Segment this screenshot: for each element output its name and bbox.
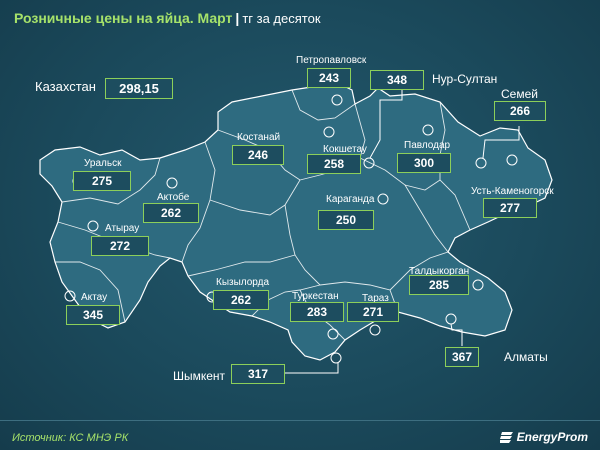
value-karaganda: 250 [318,210,374,230]
value-nursultan: 348 [370,70,424,90]
marker-taraz [369,324,381,336]
value-kyzylorda: 262 [213,290,269,310]
source-note: Источник: КС МНЭ РК [12,432,129,444]
label-petropavlovsk: Петропавловск [296,55,367,66]
border-taraz [319,281,399,313]
label-aktau: Актау [81,292,108,303]
value-shymkent: 317 [231,364,285,384]
brand-logo: EnergyProm [499,430,588,444]
value-taraz: 271 [347,302,399,322]
leader-lines [270,88,520,374]
label-turkestan: Туркестан [292,291,339,302]
marker-taldykorgan [472,279,484,291]
page-title: Розничные цены на яйца. Март | тг за десят… [14,10,321,26]
value-petropavlovsk: 243 [307,68,351,88]
border-aktobe-east [181,141,216,263]
leader-semey [482,126,520,159]
value-aktau: 345 [66,305,120,325]
label-aktobe: Актобе [157,192,190,203]
label-taldykorgan: Талдыкорган [409,266,470,277]
value-turkestan: 283 [290,302,344,322]
border-aktau [55,261,126,323]
title-separator: | [235,10,240,26]
label-atyrau: Атырау [105,223,140,234]
marker-pavlodar [422,124,434,136]
marker-semey [475,157,487,169]
title-unit: тг за десяток [242,11,321,26]
country-name: Казахстан [35,79,96,94]
marker-kokshetau [323,126,335,138]
marker-petropavlovsk [331,94,343,106]
marker-ustkamenogorsk [506,154,518,166]
marker-karaganda [377,193,389,205]
marker-aktau [64,290,76,302]
label-taraz: Тараз [362,293,389,304]
label-karaganda: Караганда [326,194,375,205]
label-pavlodar: Павлодар [404,140,451,151]
border-petro [291,89,356,121]
brand-name: EnergyProm [516,430,588,444]
border-kyzylorda [187,254,296,277]
country-value-box: 298,15 [105,78,173,99]
label-nursultan: Нур-Султан [432,72,498,86]
label-kokshetau: Кокшетау [323,144,367,155]
value-almaty: 367 [445,347,479,367]
label-ustkamenogorsk: Усть-Каменогорск [471,186,554,197]
leader-shymkent [270,363,339,374]
marker-turkestan [327,328,339,340]
value-semey: 266 [494,101,546,121]
marker-aktobe [166,177,178,189]
value-atyrau: 272 [91,236,149,256]
title-text: Розничные цены на яйца. Март [14,10,233,26]
value-aktobe: 262 [143,203,199,223]
value-kokshetau: 258 [307,154,361,174]
label-shymkent: Шымкент [173,369,226,383]
border-kostanay-south [209,179,301,216]
value-ustkamenogorsk: 277 [483,198,537,218]
footer-divider [0,420,600,421]
border-karaganda-east [404,184,449,253]
label-kostanay: Костанай [237,132,281,143]
label-semey: Семей [501,87,538,101]
value-taldykorgan: 285 [409,275,469,295]
border-almaty-west [389,251,449,291]
border-west [61,157,161,205]
value-pavlodar: 300 [397,153,451,173]
value-uralsk: 275 [73,171,131,191]
value-kostanay: 246 [232,145,284,165]
energyprom-logo-icon [499,432,513,443]
marker-shymkent [330,352,342,364]
label-almaty: Алматы [504,350,548,364]
label-uralsk: Уральск [84,158,122,169]
marker-nursultan [363,157,375,169]
label-kyzylorda: Кызылорда [216,277,270,288]
marker-atyrau [87,220,99,232]
leader-almaty [450,323,463,346]
leader-nursultan [369,88,403,159]
